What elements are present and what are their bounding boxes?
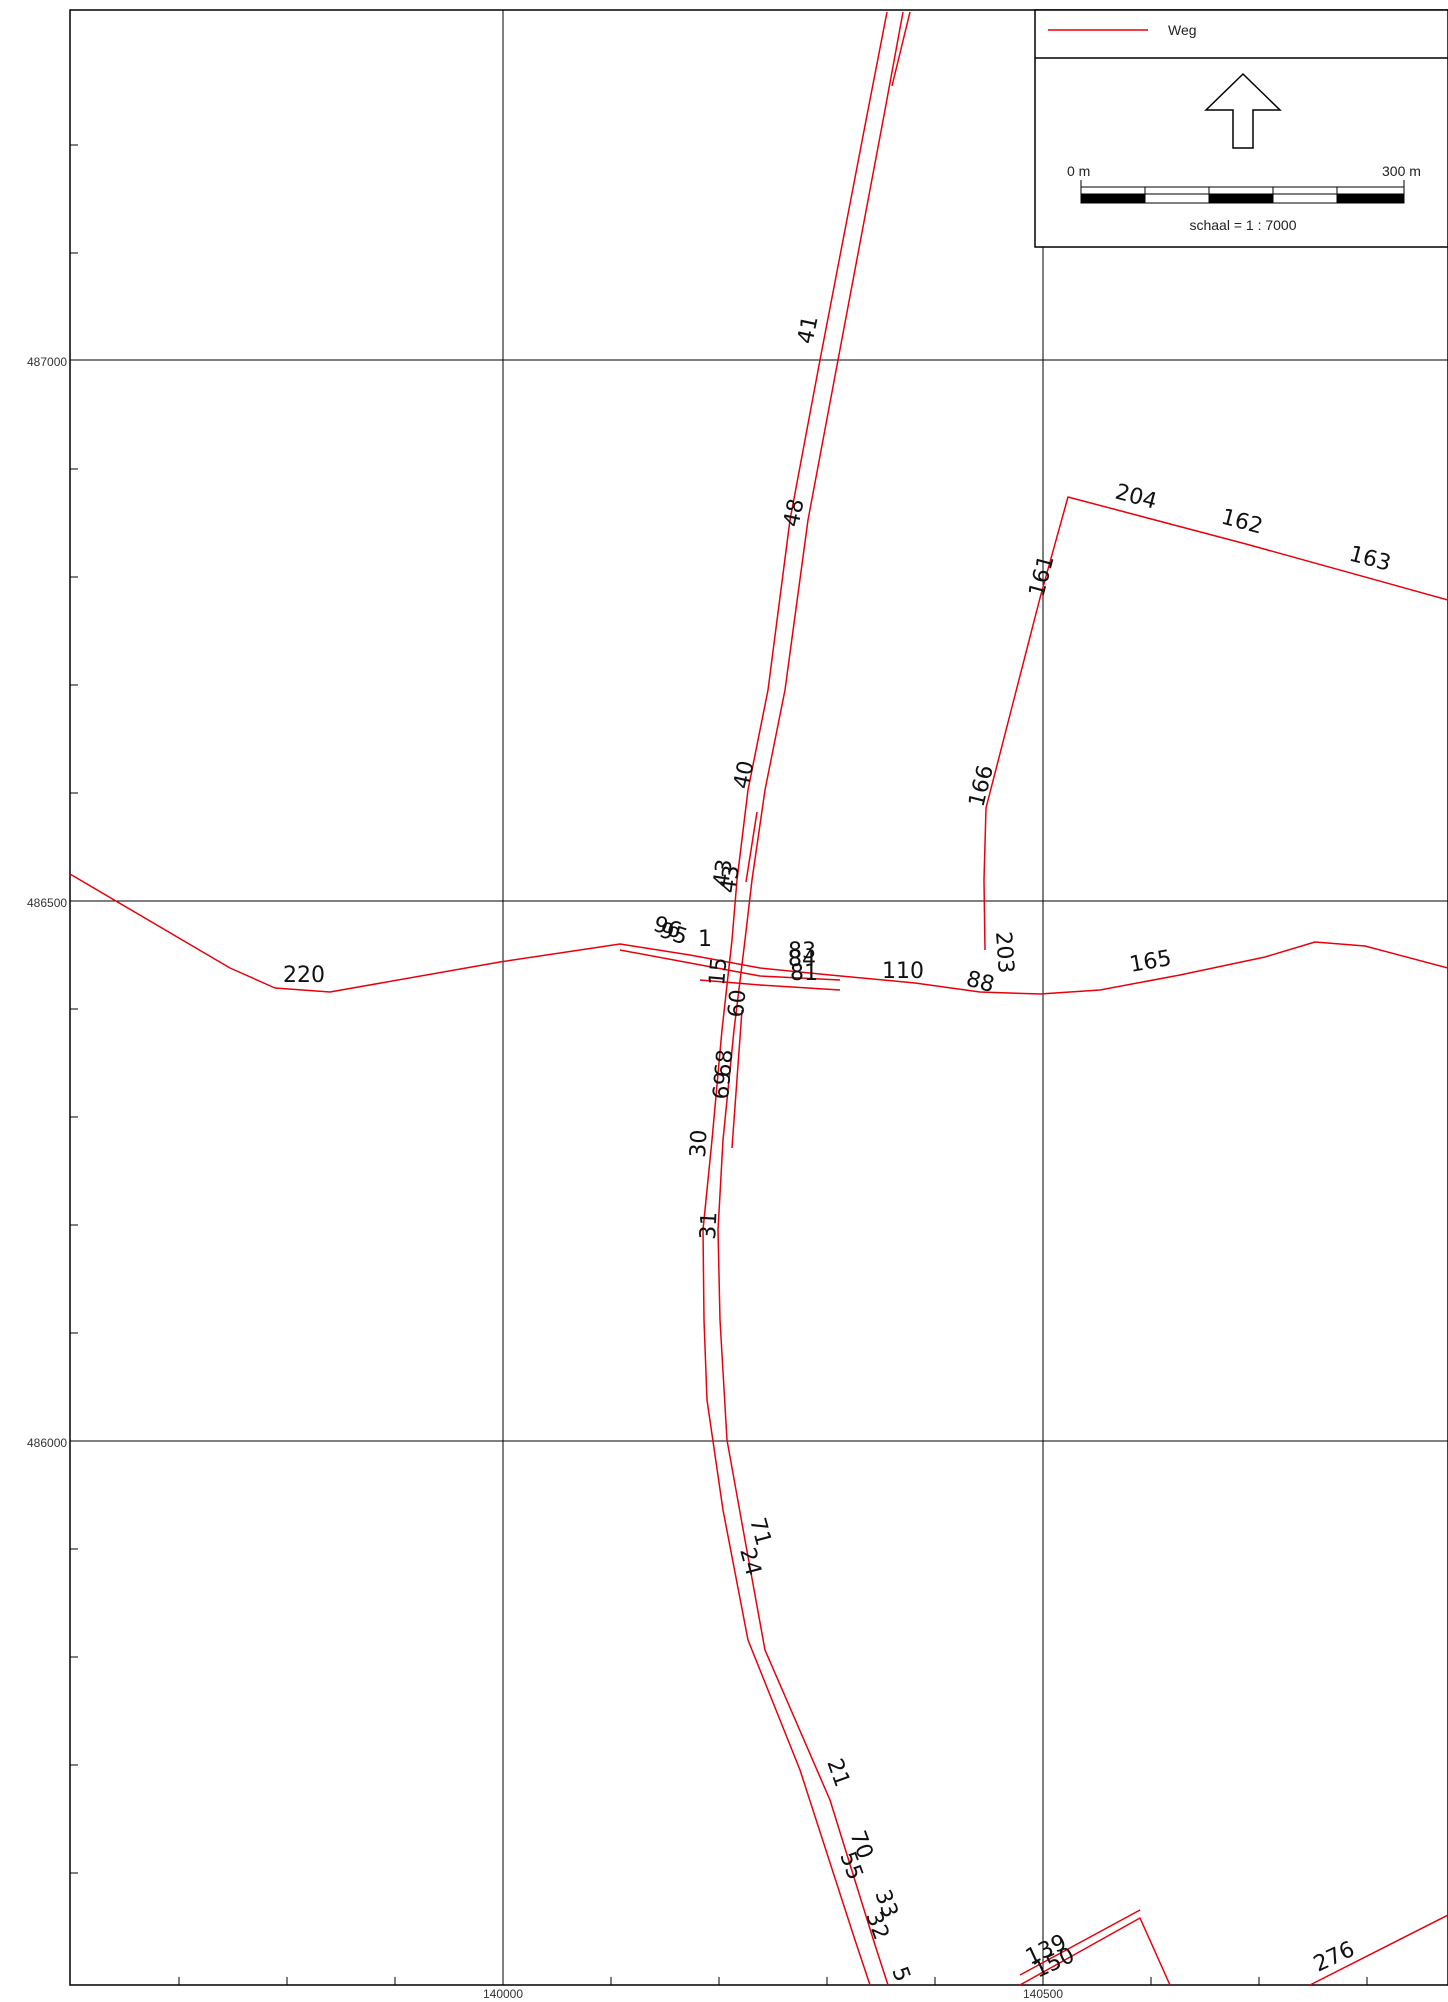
map-frame xyxy=(69,9,1448,1986)
road-label: 83 xyxy=(788,939,816,964)
y-axis-label-486000: 486000 xyxy=(27,1436,67,1450)
road-label: 1 xyxy=(698,927,712,952)
road-main-west-edge xyxy=(702,11,888,1986)
road-label: 60 xyxy=(724,988,751,1018)
road-label: 203 xyxy=(990,931,1018,975)
legend: Weg 0 m 300 m schaal = 1 : 7000 xyxy=(1034,9,1448,248)
road-northeast-branch xyxy=(983,496,1448,951)
road-crossing-parallel xyxy=(619,949,841,981)
road-label: 30 xyxy=(686,1129,712,1158)
road-label: 43 xyxy=(709,858,738,889)
road-side-fragment xyxy=(891,11,911,87)
road-label: 31 xyxy=(696,1211,722,1240)
x-axis-label-140500: 140500 xyxy=(1023,1987,1063,2001)
scale-bar xyxy=(1080,180,1405,204)
road-side-fragment xyxy=(745,811,758,883)
road-label: 84 xyxy=(788,947,816,972)
roads xyxy=(69,11,1448,1986)
scale-bar-segment xyxy=(1336,193,1405,204)
grid xyxy=(70,10,1448,1985)
road-label: 41 xyxy=(793,314,823,347)
scale-end-label: 300 m xyxy=(1382,163,1421,179)
road-label: 40 xyxy=(729,759,759,792)
road-label: 81 xyxy=(790,961,818,986)
y-axis-label-487000: 487000 xyxy=(27,355,67,369)
scale-bar-segment xyxy=(1208,193,1274,204)
road-crossing-parallel xyxy=(699,979,841,991)
scale-start-label: 0 m xyxy=(1067,163,1090,179)
x-ticks xyxy=(178,1977,1368,1985)
scale-ratio-label: schaal = 1 : 7000 xyxy=(1189,217,1296,233)
north-arrow-icon xyxy=(1204,72,1282,149)
road-southeast xyxy=(1019,1917,1171,1986)
legend-road-label: Weg xyxy=(1168,22,1197,38)
road-label: 220 xyxy=(283,963,325,988)
x-axis-label-140000: 140000 xyxy=(483,1987,523,2001)
road-label: 43 xyxy=(716,864,745,895)
road-main-east-edge xyxy=(717,11,904,1986)
scale-bar-segment xyxy=(1080,193,1146,204)
road-side-fragment xyxy=(731,1009,743,1149)
y-ticks xyxy=(70,144,78,1874)
scale-bar-segment xyxy=(1144,193,1210,204)
road-southeast xyxy=(1309,1914,1448,1986)
scale-bar-segment xyxy=(1272,193,1338,204)
road-crossing xyxy=(69,873,1448,995)
road-label: 69 xyxy=(709,1070,736,1100)
road-label: 110 xyxy=(882,959,924,984)
road-label: 68 xyxy=(711,1048,738,1078)
road-southeast xyxy=(1019,1909,1141,1976)
road-label: 48 xyxy=(779,497,809,530)
y-axis-label-486500: 486500 xyxy=(27,896,67,910)
road-label: 15 xyxy=(705,956,732,986)
